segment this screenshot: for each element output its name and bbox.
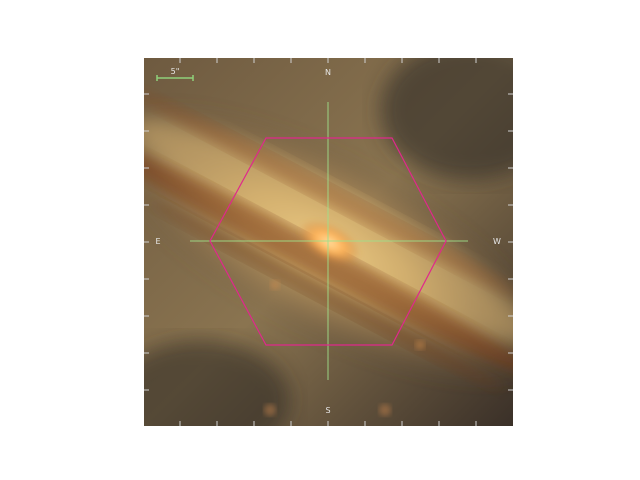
star-blob	[264, 404, 276, 416]
scale-bar: 5"	[156, 67, 194, 81]
dark-sky-region	[380, 58, 513, 180]
crosshair	[190, 102, 468, 380]
scale-bar-label: 5"	[171, 67, 180, 76]
compass-west-label: W	[493, 237, 501, 246]
compass-south-label: S	[325, 406, 330, 415]
compass-north-label: N	[325, 68, 331, 77]
hexagon-aperture-outline	[209, 137, 447, 346]
frame-tick-marks	[144, 58, 513, 426]
dust-lane	[149, 200, 503, 390]
star-blob	[379, 404, 391, 416]
galaxy-core	[298, 219, 361, 265]
dust-lane	[144, 138, 513, 375]
star-blob	[270, 280, 280, 290]
dust-lane	[144, 88, 513, 296]
dark-sky-region	[144, 340, 290, 426]
star-blob	[415, 340, 425, 350]
compass-east-label: E	[155, 237, 160, 246]
